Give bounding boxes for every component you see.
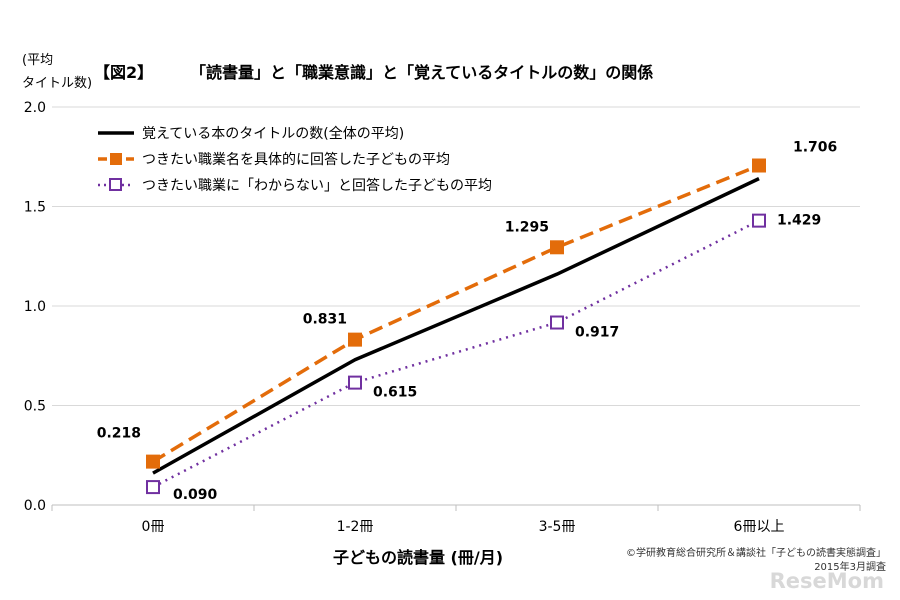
- point-marker-specific: [550, 240, 564, 255]
- gridlines: [51, 106, 861, 511]
- y-tick-label: 1.0: [24, 299, 46, 315]
- series-line-unknown: [152, 219, 760, 489]
- y-tick-label: 1.5: [24, 200, 46, 216]
- plot-series: [146, 158, 766, 495]
- survey-date: 2015年3月調査: [814, 560, 886, 573]
- chart-title: 「読書量」と「職業意識」と「覚えているタイトルの数」の関係: [190, 63, 653, 82]
- data-label-unknown: 0.615: [373, 385, 417, 401]
- data-label-unknown: 0.917: [575, 325, 619, 341]
- legend-marker-specific: [110, 153, 122, 165]
- point-marker-specific: [752, 158, 766, 173]
- x-axis-ticks: 0冊 1-2冊 3-5冊 6冊以上: [142, 519, 785, 535]
- x-tick-label: 0冊: [142, 519, 165, 535]
- series-line-specific: [152, 163, 760, 464]
- figure-number: 【図2】: [94, 63, 153, 82]
- legend-marker-unknown: [109, 178, 122, 191]
- point-marker-specific: [146, 454, 160, 469]
- data-label-unknown: 1.429: [777, 213, 821, 229]
- point-marker-specific: [348, 332, 362, 347]
- data-label-specific: 1.706: [793, 140, 837, 156]
- y-tick-label: 0.0: [24, 498, 46, 514]
- legend-label-unknown: つきたい職業に「わからない」と回答した子どもの平均: [142, 177, 492, 194]
- data-label-specific: 0.218: [97, 426, 141, 442]
- legend-label-specific: つきたい職業名を具体的に回答した子どもの平均: [142, 151, 450, 168]
- legend-label-overall: 覚えている本のタイトルの数(全体の平均): [142, 125, 404, 142]
- x-tick-label: 3-5冊: [539, 519, 576, 535]
- x-axis-title: 子どもの読書量 (冊/月): [333, 548, 503, 567]
- point-marker-unknown: [146, 480, 160, 495]
- point-marker-unknown: [752, 213, 766, 228]
- y-axis-ticks: 0.0 0.5 1.0 1.5 2.0: [24, 100, 46, 514]
- x-tick-label: 6冊以上: [734, 519, 785, 535]
- site-logo: ReseMom: [770, 569, 884, 593]
- data-label-unknown: 0.090: [173, 487, 218, 503]
- y-tick-label: 2.0: [24, 100, 46, 116]
- y-axis-label-line1: (平均: [22, 53, 53, 68]
- legend: 覚えている本のタイトルの数(全体の平均) つきたい職業名を具体的に回答した子ども…: [98, 125, 492, 194]
- point-marker-unknown: [550, 315, 564, 330]
- data-label-specific: 1.295: [505, 219, 549, 235]
- series-line-overall: [152, 177, 760, 475]
- y-tick-label: 0.5: [24, 399, 46, 415]
- source-credit: ©学研教育総合研究所＆講談社「子どもの読書実態調査」: [626, 546, 886, 559]
- point-marker-unknown: [348, 375, 362, 390]
- x-tick-label: 1-2冊: [337, 519, 374, 535]
- data-label-specific: 0.831: [303, 312, 347, 328]
- y-axis-label-line2: タイトル数): [22, 76, 92, 91]
- data-labels: 0.218 0.831 1.295 1.706 0.090 0.615 0.917 1.429: [97, 140, 838, 504]
